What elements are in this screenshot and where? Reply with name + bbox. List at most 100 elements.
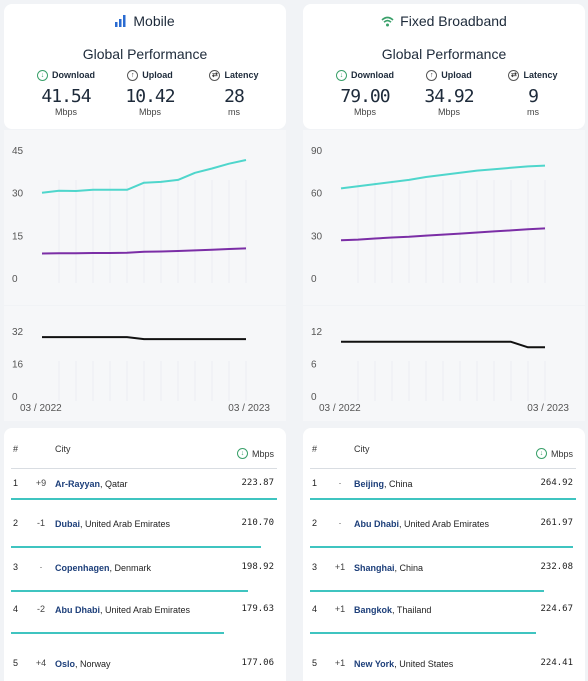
row-rank-change: · [39, 562, 43, 572]
city-table: # City ↓ Mbps 1 +9 Ar-Rayyan, Qatar 223.87 2 -… [4, 428, 286, 681]
latency-metric: ⇄ Latency 28 ms [194, 68, 274, 117]
y-tick-label: 0 [12, 392, 18, 403]
row-rank-change: +1 [334, 562, 346, 572]
row-city[interactable]: Dubai, United Arab Emirates [55, 518, 195, 531]
latency-unit: ms [527, 107, 539, 117]
row-rank: 5 [312, 658, 318, 668]
panel-title-text: Mobile [133, 13, 175, 29]
mbps-column-header: Mbps [550, 448, 573, 459]
latency-icon: ⇄ [209, 69, 221, 81]
row-rank-change: +1 [334, 604, 346, 614]
rank-column-header: # [13, 444, 19, 454]
row-city[interactable]: Beijing, China [354, 478, 494, 491]
header-divider [11, 468, 277, 469]
upload-label: Upload [142, 70, 173, 80]
row-city-name: Bangkok [354, 605, 393, 615]
upload-value: 34.92 [424, 86, 474, 107]
download-unit: Mbps [353, 107, 376, 117]
row-speed-bar [310, 590, 544, 592]
row-country: , Denmark [109, 563, 152, 573]
row-city[interactable]: Oslo, Norway [55, 658, 195, 671]
panel-subtitle: Global Performance [381, 46, 507, 62]
download-value: 41.54 [41, 86, 91, 107]
y-tick-label: 0 [311, 392, 317, 403]
speed-chart-card: 45 30 15 0 [4, 130, 286, 305]
row-value: 210.70 [241, 518, 274, 528]
download-metric: ↓ Download 41.54 Mbps [26, 68, 106, 117]
header-divider [310, 468, 576, 469]
row-city-name: Ar-Rayyan [55, 479, 101, 489]
upload-value: 10.42 [125, 86, 175, 107]
row-value: 232.08 [540, 562, 573, 572]
row-city-name: Copenhagen [55, 563, 110, 573]
row-city-name: Dubai [55, 519, 81, 529]
city-column-header: City [55, 444, 71, 454]
row-country: , Norway [75, 659, 111, 669]
row-country: , Qatar [100, 479, 128, 489]
panel-title-text: Fixed Broadband [400, 13, 507, 29]
row-rank-change: · [338, 478, 342, 488]
y-tick-label: 0 [311, 274, 317, 285]
download-unit: Mbps [54, 107, 77, 117]
row-city[interactable]: Ar-Rayyan, Qatar [55, 478, 195, 491]
download-label: Download [52, 70, 95, 80]
row-city[interactable]: New York, United States [354, 658, 494, 671]
row-value: 224.41 [540, 658, 573, 668]
download-icon: ↓ [236, 448, 248, 459]
x-tick-label: 03 / 2022 [20, 403, 62, 414]
row-rank: 5 [13, 658, 19, 668]
row-city[interactable]: Abu Dhabi, United Arab Emirates [55, 604, 195, 617]
row-rank-change: -2 [36, 604, 45, 614]
speed-chart: 45 30 15 0 [12, 146, 247, 285]
y-tick-label: 12 [311, 327, 323, 338]
row-country: , Thailand [392, 605, 432, 615]
row-rank: 1 [13, 478, 19, 488]
row-country: , United Arab Emirates [80, 519, 171, 529]
row-city[interactable]: Bangkok, Thailand [354, 604, 494, 617]
row-rank: 2 [312, 518, 318, 528]
x-tick-label: 03 / 2022 [319, 403, 361, 414]
row-city[interactable]: Abu Dhabi, United Arab Emirates [354, 518, 494, 531]
latency-chart: 12 6 003 / 2022 03 / 2023 [311, 327, 569, 414]
row-country: , United States [394, 659, 454, 669]
row-city[interactable]: Shanghai, China [354, 562, 494, 575]
row-rank: 4 [312, 604, 318, 614]
download-value: 79.00 [340, 86, 390, 107]
upload-series-line [41, 247, 247, 255]
download-icon: ↓ [37, 69, 48, 81]
upload-icon: ↑ [426, 69, 438, 81]
latency-label: Latency [523, 70, 558, 80]
row-speed-bar [310, 632, 536, 634]
latency-unit: ms [228, 107, 240, 117]
row-city-name: Abu Dhabi [55, 605, 100, 615]
row-value: 179.63 [241, 604, 274, 614]
y-tick-label: 32 [12, 327, 24, 338]
row-city-name: Beijing [354, 479, 385, 489]
row-city-name: Shanghai [354, 563, 395, 573]
row-rank-change: -1 [36, 518, 45, 528]
row-speed-bar [11, 498, 277, 500]
y-tick-label: 90 [311, 146, 323, 157]
latency-series-line [341, 340, 545, 349]
latency-chart-card: 32 16 0 03 / 2022 03 / 2023 [4, 306, 286, 421]
row-value: 264.92 [540, 478, 573, 488]
row-rank: 1 [312, 478, 318, 488]
row-rank-change: · [338, 518, 342, 528]
row-city-name: Oslo [55, 659, 76, 669]
upload-unit: Mbps [437, 107, 460, 117]
row-country: , China [394, 563, 424, 573]
latency-value: 28 [224, 86, 245, 107]
panel-subtitle: Global Performance [82, 46, 208, 62]
row-city-name: New York [354, 659, 395, 669]
rank-column-header: # [312, 444, 318, 454]
panel-title: Mobile [4, 13, 286, 29]
row-rank: 3 [312, 562, 318, 572]
row-country: , China [384, 479, 413, 489]
row-rank: 4 [13, 604, 19, 614]
row-city[interactable]: Copenhagen, Denmark [55, 562, 195, 575]
row-speed-bar [11, 590, 248, 592]
latency-metric: ⇄ Latency 9 ms [493, 68, 573, 117]
y-tick-label: 60 [311, 189, 323, 200]
y-tick-label: 30 [12, 189, 24, 200]
upload-label: Upload [441, 70, 472, 80]
